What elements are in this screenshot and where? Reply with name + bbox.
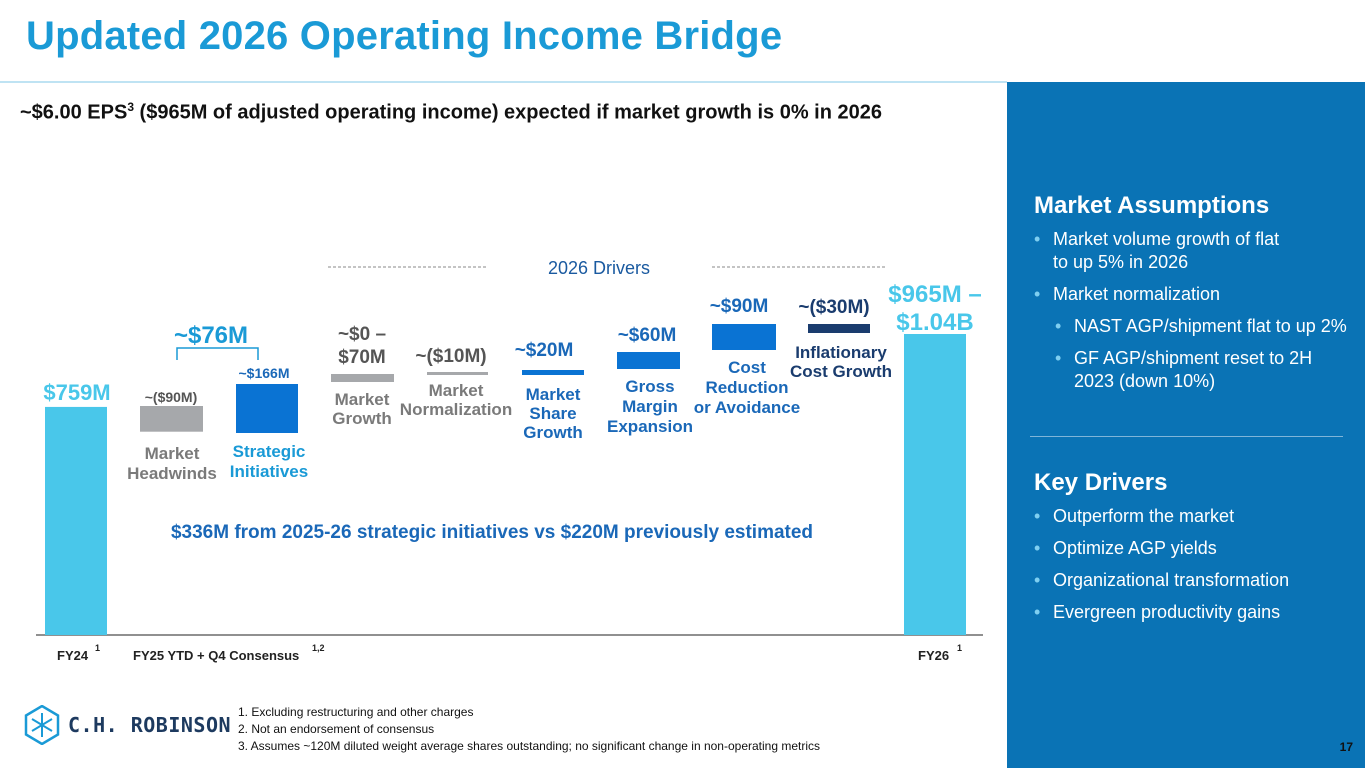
bar-name-inflationary-cost-growth: Cost Growth: [790, 362, 892, 381]
panel-divider: [1030, 436, 1343, 437]
bar-label-market-headwinds: ~($90M): [145, 389, 198, 405]
market-assumptions-title: Market Assumptions: [1034, 192, 1270, 219]
bar-gross-margin-expansion: [617, 352, 680, 369]
bar-label-market-growth: $70M: [338, 347, 386, 368]
x-label-fy24: FY24: [57, 648, 89, 663]
x-label-fy25-sup: 1,2: [312, 643, 325, 653]
market-assumption-item: Market normalization: [1034, 283, 1354, 306]
bar-name-gross-margin-expansion: Margin: [622, 397, 678, 416]
footnote: 3. Assumes ~120M diluted weight average …: [238, 739, 821, 753]
bar-market-normalization: [427, 372, 488, 375]
bar-name-market-normalization: Normalization: [400, 400, 512, 419]
company-logo: C.H. ROBINSON: [24, 705, 231, 745]
bar-market-share-growth: [522, 370, 584, 375]
x-label-fy26: FY26: [918, 648, 949, 663]
strategic-initiatives-callout: $336M from 2025-26 strategic initiatives…: [171, 522, 813, 543]
market-assumption-item: Market volume growth of flat to up 5% in…: [1034, 228, 1293, 274]
bar-name-market-growth: Market: [335, 390, 390, 409]
x-label-fy25: FY25 YTD + Q4 Consensus: [133, 648, 299, 663]
bar-name-strategic-initiatives: Strategic: [233, 442, 306, 461]
bar-name-market-share-growth: Share: [529, 404, 576, 423]
bar-name-market-headwinds: Headwinds: [127, 464, 217, 483]
x-label-fy26-sup: 1: [957, 643, 962, 653]
operating-income-bridge-chart: $759M ~($90M)MarketHeadwinds~$166MStrateg…: [36, 258, 983, 663]
page-number: 17: [1339, 740, 1353, 754]
bar-name-gross-margin-expansion: Gross: [625, 377, 674, 396]
bar-label-market-share-growth: ~$20M: [515, 340, 574, 361]
bar-market-headwinds: [140, 406, 203, 432]
key-driver-item: Evergreen productivity gains: [1034, 601, 1354, 624]
assumptions-panel: Market Assumptions Market volume growth …: [1007, 82, 1365, 768]
eps-headline-main: ~$6.00 EPS: [20, 101, 128, 124]
bar-label-fy26: $965M –: [888, 281, 981, 308]
bar-label-strategic-initiatives: ~$166M: [239, 365, 290, 381]
key-driver-item: Organizational transformation: [1034, 569, 1354, 592]
bar-name-market-normalization: Market: [429, 381, 484, 400]
chart-title-2026-drivers: 2026 Drivers: [548, 258, 650, 278]
key-driver-item: Optimize AGP yields: [1034, 537, 1354, 560]
bar-inflationary-cost-growth: [808, 324, 870, 333]
market-assumption-subitem: GF AGP/shipment reset to 2H 2023 (down 1…: [1034, 347, 1354, 393]
footnotes: 1. Excluding restructuring and other cha…: [238, 704, 820, 755]
bar-market-growth: [331, 374, 394, 382]
bar-fy26: [904, 334, 966, 635]
bar-label-gross-margin-expansion: ~$60M: [618, 325, 677, 346]
bar-name-cost-reduction: Cost: [728, 358, 766, 377]
key-driver-item: Outperform the market: [1034, 505, 1354, 528]
bar-label-fy24: $759M: [43, 380, 110, 405]
bar-name-inflationary-cost-growth: Inflationary: [795, 343, 887, 362]
bracket-76m: [176, 347, 259, 360]
bar-cost-reduction: [712, 324, 776, 350]
bar-label-market-normalization: ~($10M): [415, 346, 486, 367]
bar-fy24: [45, 406, 107, 635]
bracket-label: ~$76M: [174, 322, 248, 349]
bar-name-market-share-growth: Growth: [523, 423, 583, 442]
eps-headline-footnote: 3: [127, 100, 134, 114]
eps-headline: ~$6.00 EPS3 ($965M of adjusted operating…: [20, 100, 882, 125]
bar-label-cost-reduction: ~$90M: [710, 296, 769, 317]
bar-name-gross-margin-expansion: Expansion: [607, 417, 693, 436]
key-drivers-list: Outperform the market Optimize AGP yield…: [1034, 505, 1354, 633]
market-assumption-subitem: NAST AGP/shipment flat to up 2%: [1034, 315, 1354, 338]
title-divider: [0, 81, 1007, 83]
bar-label-inflationary-cost-growth: ~($30M): [798, 297, 869, 318]
bar-label-fy26: $1.04B: [896, 309, 973, 336]
bar-name-market-headwinds: Market: [145, 444, 200, 463]
footnote: 1. Excluding restructuring and other cha…: [238, 705, 474, 719]
x-label-fy24-sup: 1: [95, 643, 100, 653]
hexagon-logo-icon: [24, 705, 60, 745]
company-name: C.H. ROBINSON: [68, 713, 232, 737]
bar-label-market-growth: ~$0 –: [338, 324, 386, 345]
bar-name-cost-reduction: or Avoidance: [694, 398, 800, 417]
eps-headline-rest: ($965M of adjusted operating income) exp…: [134, 101, 882, 124]
bar-name-strategic-initiatives: Initiatives: [230, 462, 308, 481]
bar-strategic-initiatives: [236, 384, 298, 433]
market-assumptions-list: Market volume growth of flat to up 5% in…: [1034, 228, 1354, 402]
bar-name-cost-reduction: Reduction: [705, 378, 788, 397]
page-title: Updated 2026 Operating Income Bridge: [26, 14, 783, 58]
key-drivers-title: Key Drivers: [1034, 469, 1168, 496]
bar-name-market-growth: Growth: [332, 409, 392, 428]
footnote: 2. Not an endorsement of consensus: [238, 722, 435, 736]
bar-name-market-share-growth: Market: [526, 385, 581, 404]
